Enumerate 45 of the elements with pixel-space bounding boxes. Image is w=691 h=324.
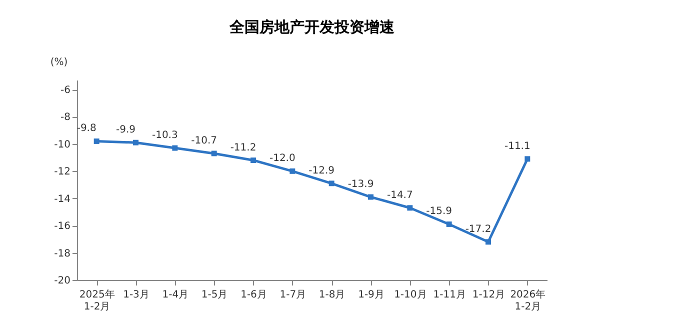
data-label: -14.7	[386, 190, 413, 201]
point	[524, 156, 530, 162]
point	[133, 140, 138, 146]
x-tick-label: 1-8月	[318, 290, 346, 300]
x-tick-label: 1-7月	[280, 290, 306, 300]
data-label: -10.7	[191, 135, 218, 146]
data-label: -9.9	[116, 124, 136, 136]
x-tick-label: 1-10月	[394, 290, 427, 300]
y-axis-title: (%)	[50, 57, 68, 68]
y-tick-label: -16	[54, 221, 70, 232]
y-tick-label: -10	[54, 139, 70, 150]
x-tick-label: 1-6月	[240, 290, 267, 300]
data-label: -12.0	[269, 153, 296, 164]
y-tick-label: -12	[54, 166, 70, 178]
point	[250, 158, 256, 164]
y-tick-label: -6	[60, 85, 70, 96]
point	[486, 239, 491, 245]
x-tick-label: 2026年 1-2月	[510, 288, 546, 312]
point	[290, 168, 296, 174]
y-tick-label: -18	[54, 248, 70, 260]
x-tick-label: 1-4月	[162, 290, 189, 300]
x-tick-label: 1-3月	[123, 290, 150, 300]
point	[368, 194, 374, 200]
data-label: -10.3	[152, 130, 178, 142]
x-tick-label: 1-5月	[201, 290, 228, 300]
data-label: -15.9	[426, 206, 452, 218]
data-label: -13.9	[348, 179, 374, 190]
y-tick-label: -20	[54, 276, 70, 286]
x-tick-label: 1-11月	[433, 290, 466, 300]
point	[446, 221, 452, 227]
y-tick-label: -14	[54, 194, 70, 205]
x-tick-label: 1-12月	[472, 290, 506, 300]
data-label: -11.1	[504, 140, 530, 152]
y-tick-label: -8	[60, 112, 70, 124]
data-label: -17.2	[465, 224, 492, 235]
point	[172, 145, 178, 151]
x-tick-label: 1-9月	[358, 290, 384, 300]
point	[94, 138, 100, 144]
point	[328, 180, 334, 186]
chart-title: 全国房地产开发投资增速	[228, 18, 396, 36]
point	[407, 205, 413, 211]
data-label: -12.9	[308, 165, 335, 176]
x-tick-label: 2025年 1-2月	[79, 288, 115, 312]
data-label: -11.2	[230, 142, 256, 154]
point	[211, 150, 217, 156]
